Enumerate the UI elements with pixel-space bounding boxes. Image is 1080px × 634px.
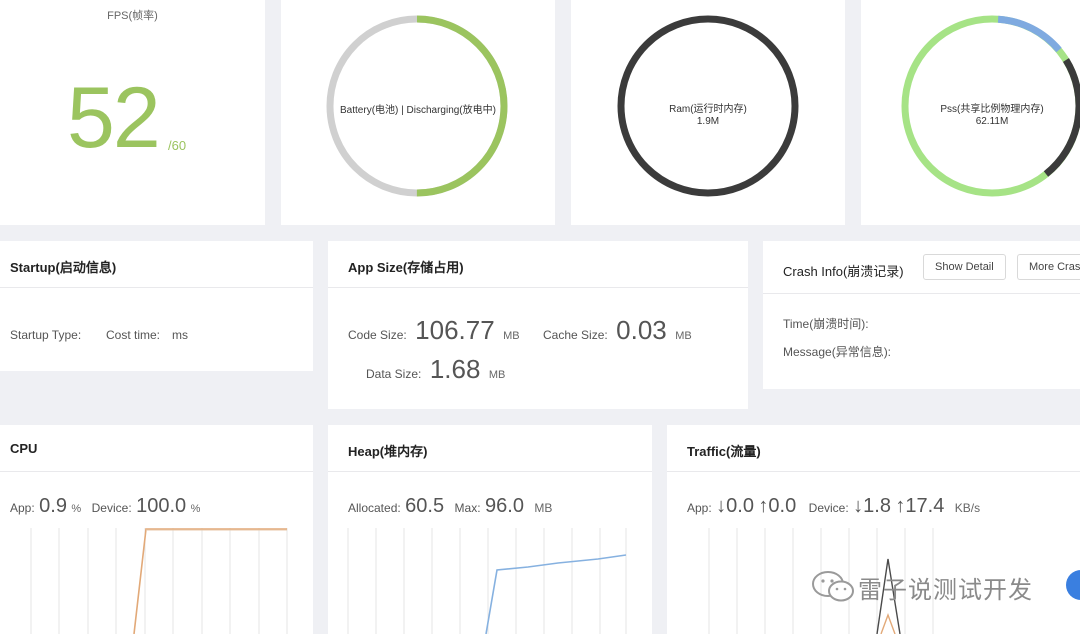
cpu-app-value: 0.9 [39, 495, 67, 517]
startup-header: Startup(启动信息) [0, 241, 313, 288]
traffic-title: Traffic(流量) [687, 444, 761, 459]
cpu-chart-grid [30, 528, 288, 634]
traffic-card: Traffic(流量) App: ↓0.0 ↑0.0 Device: ↓1.8 … [667, 425, 1080, 634]
fps-title: FPS(帧率) [107, 10, 158, 22]
fps-max: /60 [168, 138, 187, 153]
cpu-header: CPU [0, 425, 313, 472]
battery-ring [326, 15, 508, 197]
cpu-title: CPU [10, 441, 38, 456]
cpu-app-label: App: [10, 501, 35, 515]
crash-card: Crash Info(崩溃记录) Show Detail More Cras T… [763, 241, 1080, 389]
traffic-chart-grid [708, 528, 934, 634]
startup-title: Startup(启动信息) [10, 260, 117, 275]
code-size-label: Code Size: [348, 328, 407, 342]
heap-chart-grid [347, 528, 627, 634]
traffic-device-label: Device: [808, 501, 849, 515]
heap-allocated-label: Allocated: [348, 501, 401, 515]
app-size-card: App Size(存储占用) Code Size: 106.77 MB Cach… [328, 241, 748, 409]
fps-card: FPS(帧率) 52 /60 [0, 0, 265, 225]
code-size-row: Code Size: 106.77 MB [348, 315, 520, 346]
crash-title: Crash Info(崩溃记录) [783, 264, 904, 279]
heap-stats: Allocated: 60.5 Max: 96.0 MB [348, 495, 552, 518]
traffic-header: Traffic(流量) [667, 425, 1080, 472]
wechat-icon [812, 571, 854, 602]
cpu-card: CPU App: 0.9 % Device: 100.0 % [0, 425, 313, 634]
data-size-row: Data Size: 1.68 MB [366, 354, 505, 385]
battery-ring-fill [326, 15, 508, 197]
pss-ring-dark [1043, 58, 1080, 177]
cpu-device-line [133, 528, 287, 634]
data-size-label: Data Size: [366, 367, 422, 381]
ram-ring-track [617, 15, 799, 197]
heap-card: Heap(堆内存) Allocated: 60.5 Max: 96.0 MB [328, 425, 652, 634]
traffic-device-down-line [880, 612, 896, 634]
cache-size-label: Cache Size: [543, 328, 608, 342]
pss-label: Pss(共享比例物理内存) [940, 104, 1044, 115]
crash-message-label: Message(异常信息): [783, 345, 892, 359]
cache-size-row: Cache Size: 0.03 MB [543, 315, 692, 346]
cpu-app-unit: % [71, 503, 82, 515]
heap-header: Heap(堆内存) [328, 425, 652, 472]
ram-label: Ram(运行时内存) [669, 104, 747, 115]
app-size-header: App Size(存储占用) [328, 241, 748, 288]
cpu-stats: App: 0.9 % Device: 100.0 % [10, 495, 200, 518]
cpu-chart [30, 528, 288, 634]
cpu-device-value: 100.0 [136, 495, 187, 517]
data-size-unit: MB [488, 369, 506, 381]
heap-allocated-line [485, 554, 627, 634]
pss-card: Pss(共享比例物理内存) 62.11M [861, 0, 1080, 225]
startup-card: Startup(启动信息) Startup Type: Cost time: m… [0, 241, 313, 371]
heap-unit: MB [534, 501, 553, 515]
startup-cost-unit: ms [172, 328, 188, 342]
startup-cost-label: Cost time: [106, 328, 161, 342]
app-size-title: App Size(存储占用) [348, 260, 464, 275]
traffic-app-up: ↑0.0 [758, 495, 797, 517]
cache-size-value: 0.03 [616, 315, 667, 345]
ram-ring [617, 15, 799, 197]
show-detail-button[interactable]: Show Detail [923, 254, 1006, 280]
cache-size-unit: MB [675, 330, 692, 342]
traffic-device-up-line [876, 558, 901, 634]
traffic-chart [708, 528, 934, 634]
pss-ring-accent [997, 15, 1062, 53]
battery-label: Battery(电池) | Discharging(放电中) [340, 105, 496, 116]
fps-value: 52 [67, 70, 161, 166]
code-size-unit: MB [503, 330, 520, 342]
data-size-value: 1.68 [429, 354, 481, 384]
traffic-app-label: App: [687, 501, 712, 515]
watermark-text: 雷子说测试开发 [858, 577, 1033, 604]
crash-time-label: Time(崩溃时间): [783, 317, 869, 331]
code-size-value: 106.77 [415, 315, 495, 345]
heap-max-label: Max: [454, 501, 481, 515]
traffic-device-up: ↑17.4 [895, 495, 945, 517]
traffic-stats: App: ↓0.0 ↑0.0 Device: ↓1.8 ↑17.4 KB/s [687, 495, 980, 518]
cpu-device-label: Device: [91, 501, 132, 515]
pss-value: 62.11M [975, 116, 1009, 127]
cpu-device-unit: % [190, 503, 201, 515]
watermark-logo-icon [1066, 570, 1080, 600]
crash-header: Crash Info(崩溃记录) Show Detail More Cras [763, 241, 1080, 294]
more-crash-button[interactable]: More Cras [1017, 254, 1080, 280]
battery-card: Battery(电池) | Discharging(放电中) [281, 0, 555, 225]
traffic-unit: KB/s [954, 501, 981, 515]
traffic-device-down: ↓1.8 [853, 495, 891, 517]
pss-ring [901, 15, 1080, 197]
heap-max-value: 96.0 [485, 495, 524, 517]
ram-value: 1.9M [696, 116, 720, 127]
ram-card: Ram(运行时内存) 1.9M [571, 0, 845, 225]
heap-allocated-value: 60.5 [405, 495, 445, 517]
traffic-app-down: ↓0.0 [716, 495, 754, 517]
startup-type-label: Startup Type: [10, 328, 82, 342]
heap-title: Heap(堆内存) [348, 444, 428, 459]
heap-chart [347, 528, 627, 634]
